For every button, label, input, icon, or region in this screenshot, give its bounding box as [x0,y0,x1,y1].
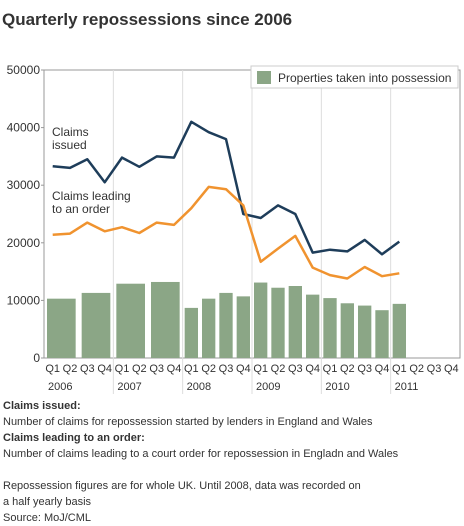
y-tick-label: 0 [33,351,40,365]
x-tick-label: Q2 [340,363,355,375]
y-tick-label: 10000 [7,293,41,307]
notes-spacer [3,462,461,478]
x-tick-label: Q2 [271,363,286,375]
y-tick-label: 20000 [7,236,41,250]
claims-issued-label: Claims issued [52,125,89,152]
possession-bar [81,292,111,358]
x-tick-label: Q2 [201,363,216,375]
note-line: Claims leading to an order: [3,432,145,444]
chart-title: Quarterly repossessions since 2006 [2,10,293,29]
y-tick-label: 50000 [7,63,41,77]
possession-bar [358,305,372,358]
claims-order-label: Claims leading to an order [52,189,131,216]
note-line: a half yearly basis [3,496,92,508]
y-tick-label: 30000 [7,178,41,192]
x-tick-label: Q3 [357,363,372,375]
x-tick-label: Q3 [427,363,442,375]
x-tick-label: Q3 [219,363,234,375]
possession-bar [392,303,406,358]
note-line: Number of claims for repossession starte… [3,416,373,428]
note-line: Repossession figures are for whole UK. U… [3,480,361,492]
legend-box [250,65,459,89]
y-tick-label: 40000 [7,121,41,135]
x-tick-label: Q2 [409,363,424,375]
possession-bar [323,298,337,358]
possession-bar [306,294,320,358]
possession-bar [254,282,268,358]
chart-legend: Properties taken into possession [250,65,459,89]
legend-swatch [257,71,271,84]
possession-bar [151,281,180,358]
x-tick-label: Q3 [288,363,303,375]
year-label: 2009 [256,381,280,393]
chart-notes: Claims issued: Number of claims for repos… [3,398,461,526]
legend-label: Properties taken into possession [278,71,451,85]
x-tick-label: Q4 [97,363,112,375]
note-line: Number of claims leading to a court orde… [3,448,399,460]
x-tick-label: Q1 [45,363,60,375]
possession-bar [375,310,389,358]
x-tick-label: Q4 [444,363,459,375]
possession-bar [271,287,285,358]
x-tick-label: Q4 [375,363,390,375]
note-line: Source: MoJ/CML [3,512,92,524]
x-tick-label: Q2 [63,363,78,375]
x-tick-label: Q3 [80,363,95,375]
x-tick-label: Q1 [392,363,407,375]
claims-order-line [52,185,400,280]
possession-bar [184,307,198,358]
possession-bar [219,292,233,358]
possession-bar [116,283,145,358]
claims-issued-line [52,120,401,256]
year-label: 2010 [325,381,349,393]
possession-bar [236,296,250,358]
note-line: Claims issued: [3,400,81,412]
year-label: 2008 [187,381,211,393]
year-label: 2007 [117,381,141,393]
repossessions-chart: 0 10000 20000 30000 40000 50000 Claims issued Cl… [7,63,461,394]
possession-bar [340,303,354,358]
x-tick-label: Q1 [253,363,268,375]
possession-bar [202,298,216,358]
x-tick-label: Q1 [323,363,338,375]
x-tick-label: Q3 [149,363,164,375]
x-tick-label: Q4 [305,363,320,375]
x-tick-label: Q4 [167,363,182,375]
x-tick-label: Q1 [184,363,199,375]
year-label: 2011 [395,381,419,393]
possession-bar [288,286,302,358]
x-tick-label: Q1 [115,363,130,375]
x-tick-label: Q2 [132,363,147,375]
x-tick-label: Q4 [236,363,251,375]
possession-bar [47,298,76,358]
year-label: 2006 [48,381,72,393]
